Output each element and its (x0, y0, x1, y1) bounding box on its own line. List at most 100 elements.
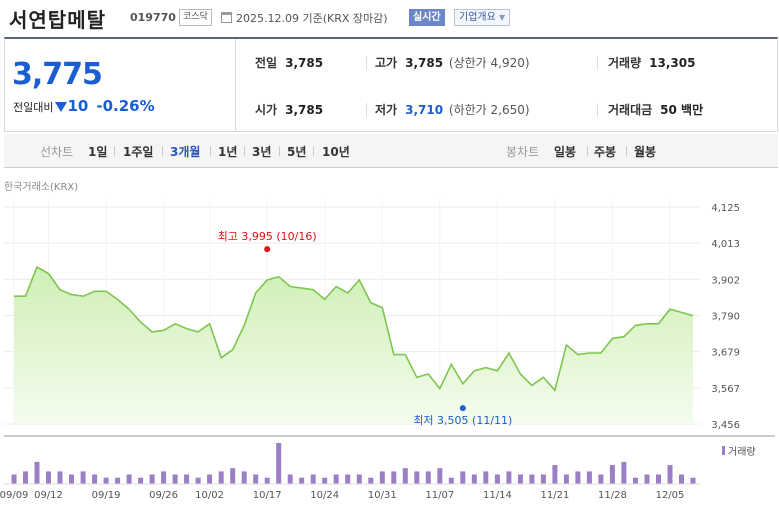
y-tick-label: 3,456 (711, 420, 740, 431)
high-label: 고가 (375, 56, 398, 70)
x-tick-label: 09/12 (34, 490, 63, 501)
separator (210, 146, 211, 156)
line-chart-label: 선차트 (40, 145, 74, 159)
volume-bar (299, 477, 305, 484)
volume-bar (517, 474, 523, 484)
min-marker (459, 405, 466, 412)
low-label: 저가 (375, 103, 398, 117)
candle-chart-label: 봉차트 (506, 145, 540, 159)
separator (279, 146, 280, 156)
separator (162, 146, 163, 156)
tab-1w[interactable]: 1주일 (123, 145, 154, 159)
tab-daily[interactable]: 일봉 (554, 145, 577, 159)
x-tick-label: 11/14 (483, 490, 512, 501)
y-tick-label: 3,790 (711, 312, 740, 323)
x-tick-label: 10/02 (195, 490, 224, 501)
open-value: 3,785 (285, 103, 324, 117)
volume-bar (345, 474, 351, 484)
volume-legend-label: 거래량 (728, 446, 756, 458)
tab-1y[interactable]: 1년 (218, 145, 238, 159)
y-tick-label: 3,902 (711, 275, 740, 286)
header: 서연탑메탈 019770 코스닥 2025.12.09 기준(KRX 장마감) … (0, 0, 779, 34)
x-tick-label: 09/09 (0, 490, 28, 501)
tab-10y[interactable]: 10년 (322, 145, 350, 159)
volume-bar (563, 474, 569, 484)
tab-monthly[interactable]: 월봉 (634, 145, 657, 159)
volume-bar (425, 471, 431, 484)
current-price: 3,775 (12, 57, 103, 92)
realtime-button[interactable]: 실시간 (409, 9, 445, 26)
x-tick-label: 10/31 (368, 490, 397, 501)
volume-bar (57, 471, 63, 484)
x-tick-label: 12/05 (656, 490, 685, 501)
separator (244, 146, 245, 156)
y-tick-label: 4,125 (711, 203, 740, 214)
tab-weekly[interactable]: 주봉 (594, 145, 617, 159)
volume-bar (667, 465, 673, 484)
tab-1d[interactable]: 1일 (88, 145, 108, 159)
amount-value: 50 백만 (660, 103, 704, 117)
volume-bar (149, 474, 155, 484)
separator (366, 103, 367, 117)
prev-close-label: 전일 (255, 56, 278, 70)
price-line (14, 265, 694, 392)
lower-limit: (하한가 2,650) (448, 103, 530, 117)
price-area (14, 267, 693, 424)
volume-bar (609, 465, 615, 484)
volume-bar (391, 471, 397, 484)
amount: 거래대금 50 백만 (608, 101, 703, 118)
change-label: 전일대비 (13, 101, 54, 114)
volume-bar (184, 474, 190, 484)
market-badge: 코스닥 (179, 9, 212, 26)
upper-limit: (상한가 4,920) (448, 56, 530, 70)
prev-close: 전일 3,785 (255, 54, 323, 71)
tab-3y[interactable]: 3년 (252, 145, 272, 159)
separator (587, 146, 588, 156)
volume-bar (103, 477, 109, 484)
y-tick-label: 3,679 (711, 348, 740, 359)
volume-bar (161, 471, 167, 484)
volume-bar (23, 471, 28, 484)
down-arrow-icon (55, 102, 68, 112)
tab-5y[interactable]: 5년 (287, 145, 307, 159)
volume-bar (333, 474, 339, 484)
x-tick-label: 09/19 (92, 490, 121, 501)
company-info-button[interactable]: 기업개요 ▼ (454, 9, 511, 26)
volume-bar (540, 474, 546, 484)
calendar-icon (221, 12, 232, 23)
stock-code: 019770 (130, 11, 176, 24)
volume-bar (598, 474, 604, 484)
volume: 거래량 13,305 (608, 54, 695, 71)
x-tick-label: 10/24 (310, 490, 339, 501)
volume-bar (644, 474, 650, 484)
separator (114, 146, 115, 156)
volume-bar (633, 477, 638, 484)
volume-bar (80, 471, 86, 484)
amount-label: 거래대금 (608, 103, 653, 117)
company-name: 서연탑메탈 (9, 8, 106, 32)
volume-bar (494, 474, 500, 484)
tab-3m[interactable]: 3개월 (170, 145, 201, 159)
volume-bar (575, 471, 581, 484)
quote-box: 3,775 전일대비 10 -0.26% 전일 3,785 고가 3,785 (상한가 … (4, 37, 778, 132)
chevron-down-icon: ▼ (499, 13, 506, 22)
volume-bar (402, 468, 408, 484)
volume-bar (253, 474, 259, 484)
volume-bar (34, 461, 40, 484)
volume-bar (310, 474, 316, 484)
volume-bar (656, 474, 661, 484)
x-tick-label: 11/28 (598, 490, 627, 501)
volume-bar (414, 471, 420, 484)
volume-bar (621, 461, 627, 484)
volume-bar (241, 471, 247, 484)
volume-bar (368, 477, 374, 484)
separator (597, 56, 598, 70)
y-tick-label: 4,013 (711, 239, 740, 250)
x-tick-label: 11/07 (425, 490, 454, 501)
volume-bar (679, 474, 684, 484)
volume-legend-swatch (722, 446, 725, 455)
volume-bar (448, 477, 454, 484)
volume-bar (529, 474, 535, 484)
separator (626, 146, 627, 156)
x-tick-label: 09/26 (149, 490, 178, 501)
